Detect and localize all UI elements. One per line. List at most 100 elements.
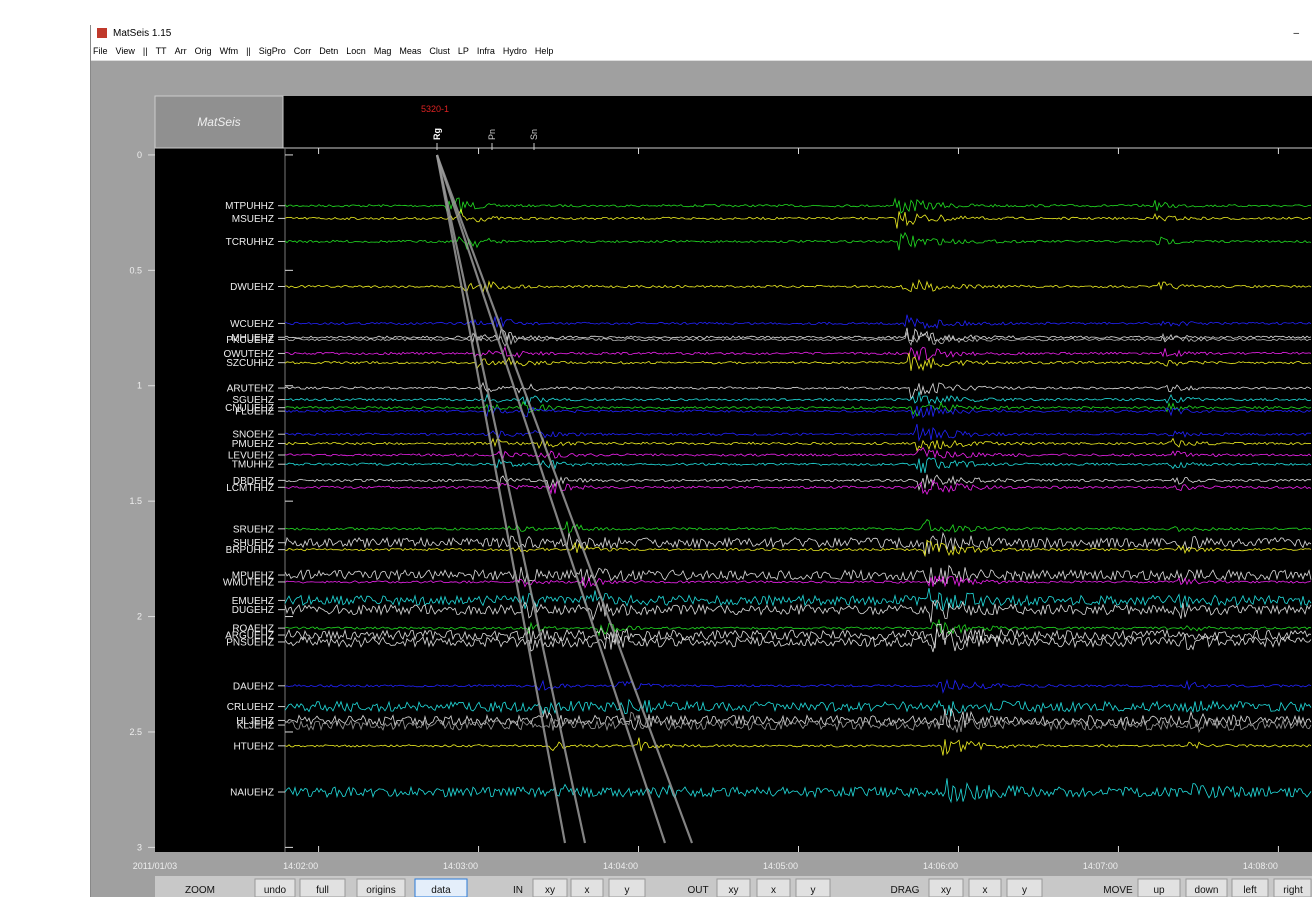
control-button[interactable] — [254, 878, 296, 897]
control-button-label[interactable]: origins — [366, 885, 395, 896]
station-label: WMUTEHZ — [223, 577, 274, 588]
menu-item[interactable]: View — [115, 46, 135, 56]
waveform — [284, 197, 1312, 214]
control-button-label[interactable]: xy — [545, 885, 555, 896]
station-label: DUGEHZ — [232, 605, 274, 616]
x-tick-label: 14:03:00 — [443, 861, 478, 871]
control-button-label[interactable]: y — [811, 885, 816, 896]
menu-item[interactable]: Meas — [399, 46, 422, 56]
control-button[interactable] — [299, 878, 346, 897]
phase-label: Sn — [529, 129, 539, 140]
control-button-label[interactable]: x — [771, 885, 776, 896]
waveform — [284, 628, 1312, 653]
station-label: LEVUEHZ — [228, 450, 274, 461]
control-button-label[interactable]: data — [431, 885, 451, 896]
travel-time-curve — [435, 154, 567, 844]
station-label: SZCUHHZ — [226, 358, 274, 369]
x-tick-label: 14:08:00 — [1243, 861, 1278, 871]
x-tick-label: 14:04:00 — [603, 861, 638, 871]
menu-item[interactable]: Mag — [373, 46, 392, 56]
station-label: CRLUEHZ — [227, 702, 274, 713]
station-label: PMUEHZ — [232, 439, 274, 450]
menu-item[interactable]: SigPro — [258, 46, 286, 56]
station-label: MTPUHHZ — [225, 201, 274, 212]
control-button-label[interactable]: full — [316, 885, 329, 896]
control-button[interactable] — [968, 878, 1002, 897]
control-button-label[interactable]: down — [1195, 885, 1219, 896]
x-tick-label: 14:05:00 — [763, 861, 798, 871]
waveform — [284, 518, 1312, 534]
menu-item[interactable]: Infra — [476, 46, 495, 56]
waveform — [284, 678, 1312, 694]
control-group-label: IN — [513, 885, 523, 896]
menu-item[interactable]: || — [246, 46, 251, 56]
control-button[interactable] — [1273, 878, 1312, 897]
control-button[interactable] — [1231, 878, 1269, 897]
app-icon — [97, 28, 107, 38]
y-tick-label: 1 — [137, 381, 142, 391]
station-label: HLJEHZ — [236, 716, 274, 727]
control-button[interactable] — [608, 878, 646, 897]
control-button-label[interactable]: x — [983, 885, 988, 896]
station-label: SNOEHZ — [232, 430, 274, 441]
control-button[interactable] — [532, 878, 568, 897]
control-group-label: OUT — [687, 885, 708, 896]
control-button-label[interactable]: up — [1153, 885, 1165, 896]
control-button[interactable] — [1137, 878, 1181, 897]
y-tick-label: 0 — [137, 150, 142, 160]
control-button[interactable] — [795, 878, 831, 897]
waveform — [284, 391, 1312, 407]
control-button[interactable] — [570, 878, 604, 897]
menu-item[interactable]: LP — [457, 46, 469, 56]
y-tick-label: 1.5 — [129, 496, 142, 506]
control-button-label[interactable]: undo — [264, 885, 287, 896]
waveform — [284, 437, 1312, 452]
menu-item[interactable]: Arr — [174, 46, 187, 56]
control-button-label[interactable]: left — [1243, 885, 1257, 896]
control-button[interactable] — [414, 878, 468, 897]
menu-item[interactable]: Detn — [319, 46, 339, 56]
menu-item[interactable]: TT — [155, 46, 167, 56]
plot-background — [155, 96, 1312, 852]
control-button[interactable] — [716, 878, 751, 897]
control-group-label: ZOOM — [185, 885, 215, 896]
control-button[interactable] — [1185, 878, 1228, 897]
menu-item[interactable]: Wfm — [219, 46, 239, 56]
station-label: LCMTHHZ — [226, 483, 274, 494]
control-button-label[interactable]: y — [625, 885, 630, 896]
date-label: 2011/01/03 — [133, 861, 177, 871]
control-button-label[interactable]: y — [1022, 885, 1027, 896]
control-button[interactable] — [756, 878, 791, 897]
menu-item[interactable]: Corr — [293, 46, 312, 56]
title-bar: MatSeis 1.15 – — [91, 25, 1312, 43]
travel-time-curve — [435, 154, 694, 844]
station-label: ARUTEHZ — [227, 384, 274, 395]
control-button-label[interactable]: xy — [941, 885, 951, 896]
waveform — [284, 401, 1312, 417]
control-button-label[interactable]: xy — [729, 885, 739, 896]
station-label: DWUEHZ — [230, 282, 274, 293]
control-button[interactable] — [1006, 878, 1043, 897]
menu-item[interactable]: Clust — [429, 46, 450, 56]
control-button[interactable] — [356, 878, 406, 897]
waveform — [285, 331, 1312, 347]
menu-item[interactable]: Help — [534, 46, 554, 56]
minimize-button[interactable]: – — [1293, 28, 1299, 39]
control-button-label[interactable]: right — [1283, 885, 1303, 896]
control-button[interactable] — [928, 878, 964, 897]
menu-item[interactable]: Locn — [346, 46, 366, 56]
menu-item[interactable]: File — [93, 46, 108, 56]
station-label: KLJEHZ — [237, 721, 274, 732]
waveform — [284, 737, 1312, 756]
waveform — [284, 474, 1312, 492]
window-title: MatSeis 1.15 — [113, 28, 172, 39]
station-label: SHUEHZ — [233, 538, 274, 549]
menu-item[interactable]: Orig — [194, 46, 212, 56]
phase-label: Rg — [432, 128, 442, 140]
control-button-label[interactable]: x — [585, 885, 590, 896]
station-label: TCRUHHZ — [226, 237, 274, 248]
station-label: EMUEHZ — [232, 596, 274, 607]
menu-item[interactable]: Hydro — [502, 46, 527, 56]
y-tick-label: 2 — [137, 612, 142, 622]
menu-item[interactable]: || — [142, 46, 148, 56]
